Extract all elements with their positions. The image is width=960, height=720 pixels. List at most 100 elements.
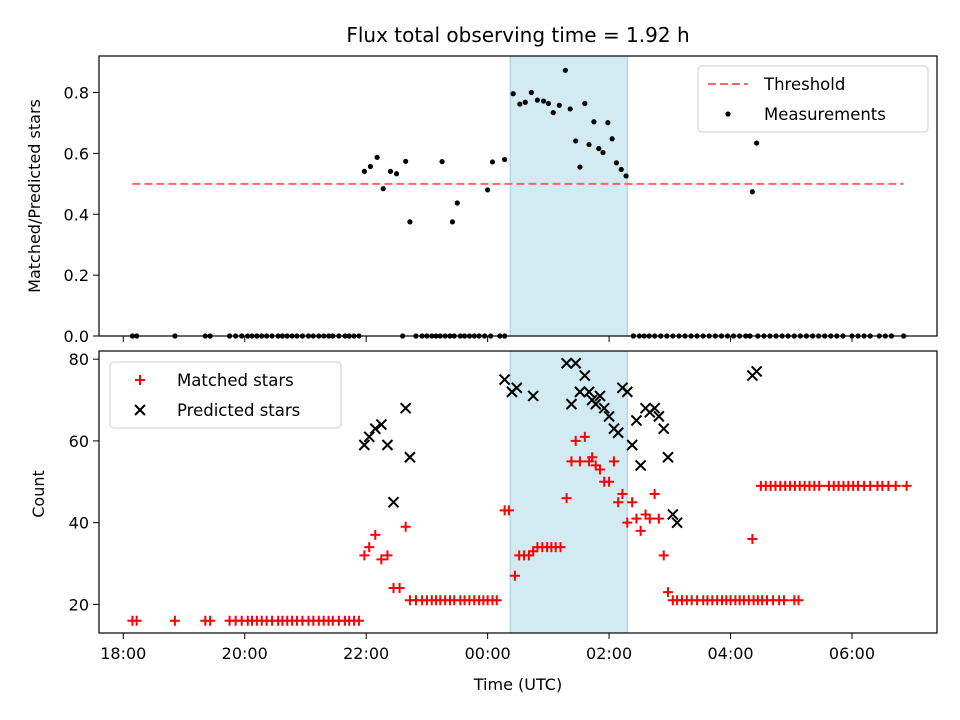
legend-predicted-label: Predicted stars bbox=[177, 401, 300, 420]
matched-point bbox=[566, 456, 577, 467]
x-tick-label: 18:00 bbox=[100, 644, 146, 663]
matched-point bbox=[658, 550, 669, 561]
measurement-point bbox=[367, 163, 374, 170]
measurement-point bbox=[393, 171, 400, 177]
predicted-point bbox=[498, 373, 511, 386]
measurement-point bbox=[754, 140, 760, 146]
predicted-point bbox=[662, 451, 674, 463]
predicted-point bbox=[363, 431, 375, 443]
matched-point bbox=[382, 550, 393, 561]
predicted-point bbox=[583, 386, 595, 398]
y-tick-label: 80 bbox=[69, 350, 89, 369]
predicted-point bbox=[579, 369, 591, 382]
y-tick-label: 0.2 bbox=[64, 266, 89, 285]
legend-matched-label: Matched stars bbox=[177, 371, 294, 390]
legend-box bbox=[697, 65, 929, 133]
matched-point bbox=[901, 480, 912, 491]
measurement-point bbox=[556, 102, 562, 108]
predicted-point bbox=[358, 439, 371, 451]
matched-point bbox=[662, 587, 673, 598]
measurement-point bbox=[485, 187, 491, 193]
x-tick-label: 22:00 bbox=[343, 644, 389, 663]
matched-point bbox=[509, 570, 520, 581]
matched-point bbox=[169, 615, 180, 626]
predicted-point bbox=[590, 398, 602, 410]
bottom-plot-area: 20 40 60 80 18:00 20:00 22:00 00:00 02:00 04:00 06… bbox=[69, 350, 938, 663]
matched-point bbox=[778, 595, 789, 606]
measurement-point bbox=[550, 110, 556, 116]
predicted-point bbox=[560, 357, 573, 369]
measurement-point bbox=[749, 189, 755, 195]
top-y-axis-label: Matched/Predicted stars bbox=[25, 99, 44, 293]
plot-frame bbox=[98, 55, 938, 337]
bottom-panel: 20 40 60 80 18:00 20:00 22:00 00:00 02:00 04:00 06… bbox=[29, 350, 938, 694]
matched-point bbox=[594, 464, 605, 475]
predicted-point bbox=[648, 402, 661, 414]
measurement-point bbox=[605, 120, 611, 126]
legend-measurements-swatch bbox=[725, 111, 731, 117]
predicted-point bbox=[375, 418, 388, 431]
measurement-point bbox=[609, 136, 615, 142]
matched-point bbox=[653, 513, 664, 524]
legend-threshold-label: Threshold bbox=[763, 75, 845, 94]
predicted-point bbox=[634, 459, 647, 472]
matched-point bbox=[394, 583, 405, 594]
matched-point bbox=[491, 595, 502, 606]
predicted-point bbox=[667, 508, 679, 521]
predicted-point bbox=[527, 390, 539, 402]
plot-frame bbox=[98, 350, 938, 634]
x-tick-label: 00:00 bbox=[465, 644, 511, 663]
measurement-point bbox=[540, 98, 547, 104]
legend-measurements-label: Measurements bbox=[764, 105, 886, 124]
measurement-point bbox=[545, 100, 551, 107]
measurement-point bbox=[380, 186, 386, 192]
predicted-point bbox=[569, 357, 582, 369]
predicted-point bbox=[387, 496, 400, 508]
x-tick-label: 20:00 bbox=[222, 644, 268, 663]
predicted-point bbox=[565, 398, 578, 410]
predicted-point bbox=[381, 439, 394, 451]
measurement-point bbox=[586, 141, 592, 148]
predicted-point bbox=[603, 410, 615, 423]
matched-point bbox=[890, 480, 901, 491]
matched-point bbox=[579, 431, 590, 442]
measurement-point bbox=[439, 159, 445, 165]
matched-point bbox=[631, 513, 642, 524]
y-tick-label: 40 bbox=[69, 514, 89, 533]
chart-title: Flux total observing time = 1.92 h bbox=[346, 23, 689, 47]
predicted-point bbox=[598, 402, 610, 414]
top-panel: Flux total observing time = 1.92 h 0.00.… bbox=[25, 23, 938, 346]
matched-point bbox=[376, 554, 387, 565]
matched-point bbox=[561, 493, 572, 504]
matched-point bbox=[617, 489, 628, 500]
matched-point bbox=[574, 456, 585, 467]
measurement-point bbox=[567, 106, 573, 112]
matched-point bbox=[747, 534, 758, 544]
measurement-point bbox=[596, 145, 602, 152]
predicted-point bbox=[574, 386, 586, 398]
highlight-span bbox=[509, 55, 628, 337]
measurement-point bbox=[502, 156, 508, 163]
x-tick-label: 02:00 bbox=[586, 644, 632, 663]
measurement-point bbox=[534, 97, 541, 103]
legend-box bbox=[109, 361, 342, 429]
measurement-point bbox=[562, 67, 568, 73]
matched-point bbox=[644, 513, 655, 524]
matched-point bbox=[359, 550, 370, 561]
matched-point bbox=[555, 542, 566, 553]
matched-point bbox=[622, 517, 633, 528]
matched-point bbox=[814, 480, 825, 491]
measurement-point bbox=[374, 154, 380, 160]
measurement-point bbox=[517, 101, 523, 107]
matched-point bbox=[364, 542, 375, 553]
legend: Matched stars Predicted stars bbox=[109, 361, 342, 429]
predicted-point bbox=[404, 451, 416, 463]
measurement-point bbox=[449, 219, 456, 225]
y-tick-label: 0.8 bbox=[64, 84, 89, 103]
matched-point bbox=[608, 456, 619, 467]
x-axis-label: Time (UTC) bbox=[473, 675, 562, 694]
predicted-point bbox=[630, 414, 643, 427]
predicted-point bbox=[658, 422, 670, 435]
matched-point bbox=[370, 529, 381, 540]
measurement-point bbox=[618, 166, 624, 173]
